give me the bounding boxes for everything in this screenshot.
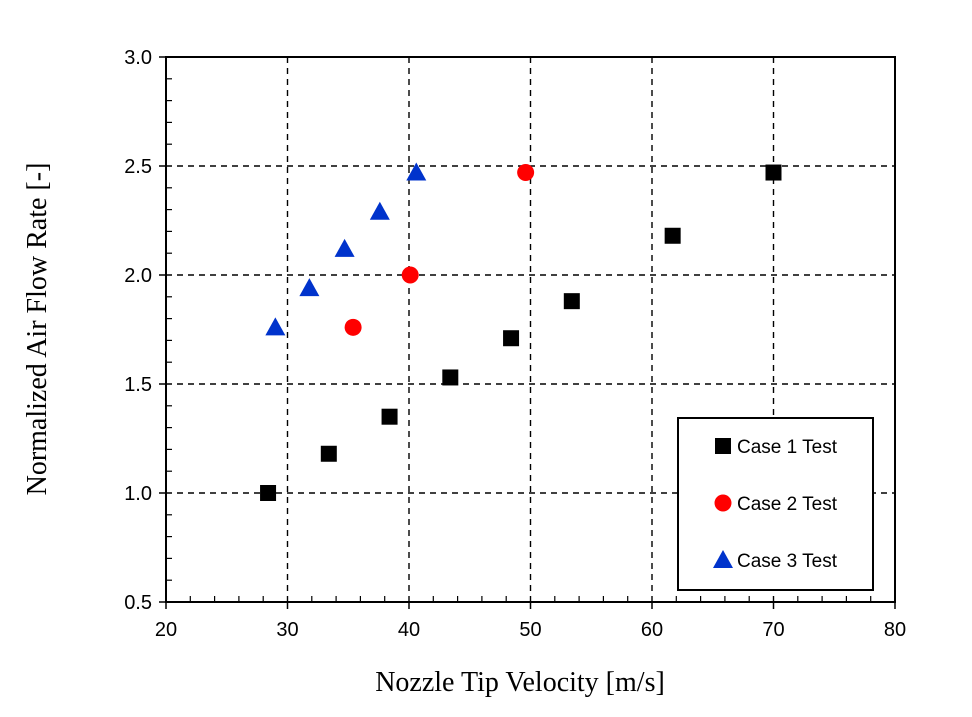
legend-marker-case-2 bbox=[714, 494, 732, 512]
data-point-case-3 bbox=[265, 317, 286, 336]
legend-items: Case 1 Test Case 2 Test Case 3 Test bbox=[713, 437, 838, 572]
y-tick-label: 1.5 bbox=[124, 374, 152, 396]
data-point-case-3 bbox=[369, 201, 390, 220]
data-point-case-2 bbox=[517, 164, 535, 182]
x-tick-label: 20 bbox=[155, 619, 177, 641]
x-tick-label: 40 bbox=[398, 619, 420, 641]
legend-marker-case-3 bbox=[713, 550, 733, 568]
legend-box bbox=[677, 417, 874, 591]
data-point-case-3 bbox=[406, 162, 427, 181]
x-tick-label: 80 bbox=[884, 619, 906, 641]
data-point-case-1 bbox=[260, 485, 277, 501]
data-point-case-1 bbox=[503, 330, 520, 347]
legend-label-case-1: Case 1 Test bbox=[737, 437, 838, 458]
data-point-case-3 bbox=[334, 238, 355, 257]
legend-label-case-2: Case 2 Test bbox=[737, 494, 838, 515]
x-tick-label: 60 bbox=[641, 619, 663, 641]
x-tick-label: 50 bbox=[519, 619, 541, 641]
data-point-case-2 bbox=[344, 318, 362, 336]
y-tick-label: 0.5 bbox=[124, 592, 152, 614]
x-axis-title: Nozzle Tip Velocity [m/s] bbox=[375, 667, 665, 698]
legend-marker-case-1 bbox=[715, 438, 731, 454]
x-tick-label: 30 bbox=[276, 619, 298, 641]
data-point-case-1 bbox=[320, 445, 337, 462]
data-point-case-1 bbox=[765, 164, 782, 181]
marker-layer bbox=[260, 162, 782, 501]
y-axis-title: Normalized Air Flow Rate [-] bbox=[22, 163, 53, 496]
tick-layer: 20 30 40 50 60 70 80 0.5 1.0 1.5 2.0 2.5 3.0 bbox=[124, 47, 906, 641]
x-tick-label: 70 bbox=[762, 619, 784, 641]
y-tick-label: 3.0 bbox=[124, 47, 152, 69]
legend: Case 1 Test Case 2 Test Case 3 Test bbox=[677, 417, 874, 591]
data-point-case-1 bbox=[442, 369, 459, 386]
y-tick-label: 2.0 bbox=[124, 265, 152, 287]
y-tick-label: 2.5 bbox=[124, 156, 152, 178]
data-point-case-1 bbox=[664, 227, 681, 244]
data-point-case-3 bbox=[299, 278, 320, 297]
data-point-case-2 bbox=[401, 266, 419, 284]
legend-label-case-3: Case 3 Test bbox=[737, 551, 838, 572]
y-tick-label: 1.0 bbox=[124, 483, 152, 505]
data-point-case-1 bbox=[381, 408, 398, 425]
data-point-case-1 bbox=[563, 293, 580, 310]
